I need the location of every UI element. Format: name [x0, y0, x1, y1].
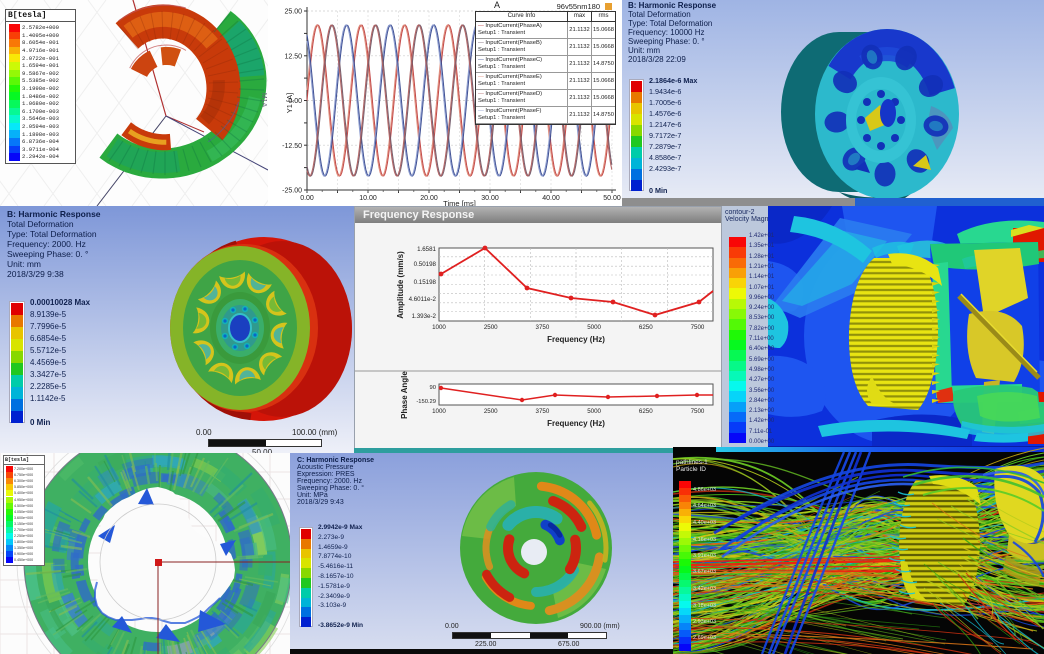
svg-text:Frequency (Hz): Frequency (Hz): [547, 335, 605, 344]
svg-text:6250: 6250: [639, 324, 653, 331]
svg-text:30.00: 30.00: [481, 195, 499, 202]
svg-text:-150.29: -150.29: [416, 399, 436, 405]
svg-text:A: A: [494, 0, 500, 10]
svg-text:-25.00: -25.00: [282, 188, 302, 195]
svg-text:Frequency (Hz): Frequency (Hz): [547, 419, 605, 428]
svg-text:25.00: 25.00: [284, 9, 302, 16]
svg-text:Amplitude (mm/s): Amplitude (mm/s): [396, 251, 405, 319]
svg-text:50.00: 50.00: [603, 195, 621, 202]
svg-text:2500: 2500: [484, 324, 498, 331]
svg-text:7500: 7500: [691, 408, 705, 415]
svg-text:20.00: 20.00: [420, 195, 438, 202]
svg-text:7500: 7500: [691, 324, 705, 331]
svg-text:Time [ms]: Time [ms]: [443, 199, 476, 206]
svg-text:1000: 1000: [432, 408, 446, 415]
svg-text:0.50198: 0.50198: [414, 261, 437, 268]
svg-text:M1A: M1A: [260, 93, 267, 108]
svg-text:40.00: 40.00: [542, 195, 560, 202]
svg-text:0.00: 0.00: [300, 195, 314, 202]
svg-text:-12.50: -12.50: [282, 143, 302, 150]
svg-text:0.00: 0.00: [288, 98, 302, 105]
svg-text:90: 90: [430, 385, 436, 391]
svg-text:1.6581: 1.6581: [417, 246, 436, 253]
svg-text:6250: 6250: [639, 408, 653, 415]
svg-text:3750: 3750: [536, 324, 550, 331]
svg-text:0.15198: 0.15198: [414, 279, 437, 286]
svg-text:1.393e-2: 1.393e-2: [412, 313, 437, 320]
svg-text:4.6011e-2: 4.6011e-2: [409, 296, 437, 303]
svg-text:5000: 5000: [587, 408, 601, 415]
svg-text:Y1 [A]: Y1 [A]: [285, 93, 294, 113]
svg-text:12.50: 12.50: [284, 53, 302, 60]
svg-text:5000: 5000: [587, 324, 601, 331]
svg-text:3750: 3750: [536, 408, 550, 415]
svg-text:Phase Angle: Phase Angle: [400, 371, 409, 419]
svg-text:2500: 2500: [484, 408, 498, 415]
svg-text:10.00: 10.00: [359, 195, 377, 202]
svg-text:1000: 1000: [432, 324, 446, 331]
svg-text:96v55nm180: 96v55nm180: [557, 2, 600, 11]
